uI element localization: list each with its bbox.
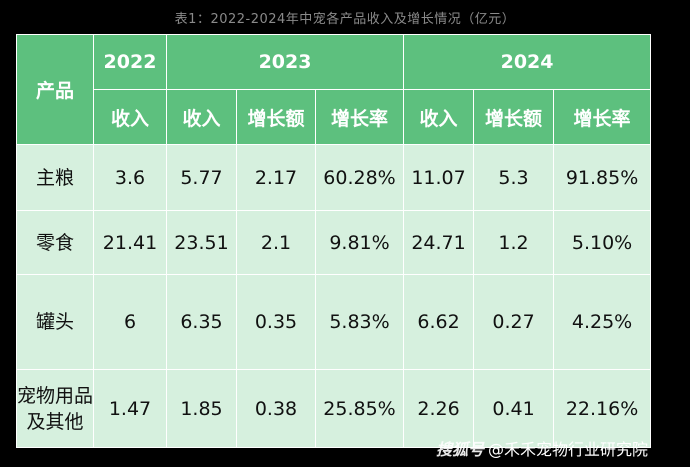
sohu-logo: 搜狐号 xyxy=(436,440,485,459)
header-revenue-2023: 收入 xyxy=(166,89,237,145)
cell-revenue-2023: 23.51 xyxy=(166,210,237,275)
header-product: 产品 xyxy=(16,34,94,145)
cell-growth-amount-2023: 0.38 xyxy=(236,369,316,448)
cell-growth-rate-2024: 91.85% xyxy=(553,144,652,211)
header-row-metrics: 收入 收入 增长额 增长率 收入 增长额 增长率 xyxy=(17,89,652,145)
cell-revenue-2024: 24.71 xyxy=(403,210,475,275)
row-product-name: 零食 xyxy=(16,210,94,275)
cell-growth-rate-2024: 22.16% xyxy=(553,369,652,448)
cell-growth-rate-2023: 60.28% xyxy=(314,144,405,211)
header-year-2022: 2022 xyxy=(93,34,167,90)
cell-growth-amount-2024: 0.41 xyxy=(473,369,555,448)
row-product-name: 主粮 xyxy=(16,144,94,211)
cell-growth-rate-2024: 4.25% xyxy=(553,274,652,370)
header-growth-rate-2023: 增长率 xyxy=(314,89,405,145)
header-revenue-2024: 收入 xyxy=(403,89,475,145)
table-row: 罐头 6 6.35 0.35 5.83% 6.62 0.27 4.25% xyxy=(16,274,652,370)
header-revenue-2022: 收入 xyxy=(93,89,167,145)
cell-revenue-2023: 6.35 xyxy=(166,274,237,370)
cell-growth-amount-2024: 1.2 xyxy=(473,210,555,275)
cell-revenue-2023: 5.77 xyxy=(166,144,237,211)
table-row: 宠物用品及其他 1.47 1.85 0.38 25.85% 2.26 0.41 … xyxy=(16,369,652,448)
header-year-2023: 2023 xyxy=(165,34,405,90)
watermark-text: @禾禾宠物行业研究院 xyxy=(488,440,649,459)
cell-revenue-2022: 1.47 xyxy=(93,369,167,448)
cell-growth-amount-2023: 2.1 xyxy=(236,210,316,275)
cell-growth-amount-2024: 5.3 xyxy=(473,144,555,211)
revenue-table-container: 产品 2022 2023 2024 收入 收入 增长额 增长率 收入 增长额 增… xyxy=(16,34,652,448)
cell-revenue-2024: 6.62 xyxy=(403,274,475,370)
watermark: 搜狐号 @禾禾宠物行业研究院 xyxy=(436,436,648,460)
cell-revenue-2023: 1.85 xyxy=(166,369,237,448)
table-row: 零食 21.41 23.51 2.1 9.81% 24.71 1.2 5.10% xyxy=(16,210,652,275)
header-year-2024: 2024 xyxy=(403,34,652,90)
cell-growth-rate-2023: 5.83% xyxy=(314,274,405,370)
cell-revenue-2024: 11.07 xyxy=(403,144,475,211)
header-growth-rate-2024: 增长率 xyxy=(553,89,652,145)
table-caption: 表1：2022-2024年中宠各产品收入及增长情况（亿元） xyxy=(174,12,516,27)
cell-growth-amount-2024: 0.27 xyxy=(473,274,555,370)
cell-revenue-2022: 3.6 xyxy=(93,144,167,211)
header-row-years: 产品 2022 2023 2024 xyxy=(16,34,652,145)
cell-growth-rate-2023: 9.81% xyxy=(314,210,405,275)
row-product-name: 罐头 xyxy=(16,274,94,370)
header-growth-amount-2023: 增长额 xyxy=(236,89,316,145)
cell-growth-rate-2024: 5.10% xyxy=(553,210,652,275)
cell-growth-amount-2023: 0.35 xyxy=(236,274,316,370)
cell-growth-amount-2023: 2.17 xyxy=(236,144,316,211)
table-row: 主粮 3.6 5.77 2.17 60.28% 11.07 5.3 91.85% xyxy=(16,144,652,211)
header-growth-amount-2024: 增长额 xyxy=(473,89,555,145)
row-product-name: 宠物用品及其他 xyxy=(16,369,94,448)
cell-revenue-2022: 6 xyxy=(93,274,167,370)
cell-revenue-2022: 21.41 xyxy=(93,210,167,275)
cell-revenue-2024: 2.26 xyxy=(403,369,475,448)
revenue-table: 产品 2022 2023 2024 收入 收入 增长额 增长率 收入 增长额 增… xyxy=(16,34,652,448)
cell-growth-rate-2023: 25.85% xyxy=(314,369,405,448)
